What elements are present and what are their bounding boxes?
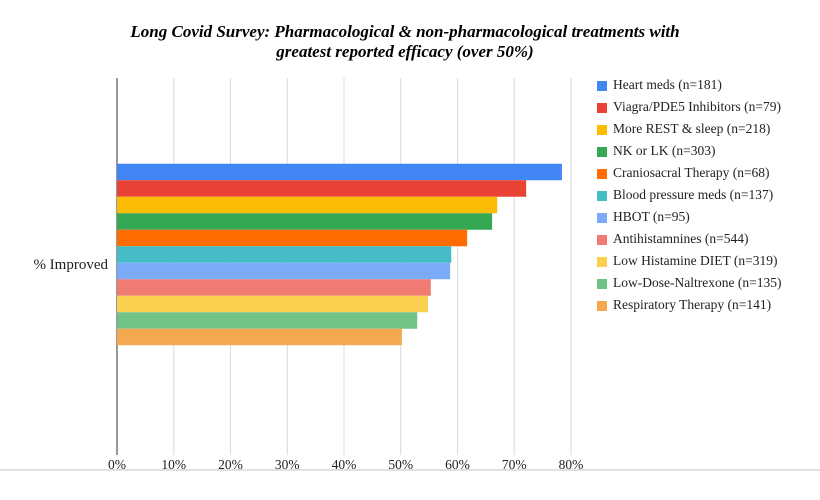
bar	[117, 163, 562, 181]
x-tick-label: 80%	[559, 457, 584, 472]
legend-label: Low Histamine DIET (n=319)	[613, 253, 777, 268]
legend-label: Antihistamnines (n=544)	[613, 231, 748, 246]
legend-label: Respiratory Therapy (n=141)	[613, 297, 771, 312]
legend-label: Craniosacral Therapy (n=68)	[613, 165, 770, 180]
x-tick-label: 60%	[445, 457, 470, 472]
bar	[117, 262, 451, 280]
legend-swatch	[597, 301, 607, 311]
x-tick-label: 10%	[161, 457, 186, 472]
bar	[117, 328, 402, 346]
bar	[117, 295, 428, 313]
legend-swatch	[597, 169, 607, 179]
x-tick-label: 50%	[388, 457, 413, 472]
legend-label: HBOT (n=95)	[613, 209, 690, 224]
legend-swatch	[597, 213, 607, 223]
legend-swatch	[597, 81, 607, 91]
x-tick-label: 40%	[332, 457, 357, 472]
legend-swatch	[597, 191, 607, 201]
legend-label: Blood pressure meds (n=137)	[613, 187, 773, 202]
bar	[117, 246, 452, 263]
legend-swatch	[597, 257, 607, 267]
legend-label: Heart meds (n=181)	[613, 77, 722, 92]
legend-swatch	[597, 103, 607, 113]
bar	[117, 196, 498, 214]
bar	[117, 279, 431, 296]
legend-label: Viagra/PDE5 Inhibitors (n=79)	[613, 99, 781, 114]
bar	[117, 213, 493, 230]
legend-label: More REST & sleep (n=218)	[613, 121, 770, 136]
y-tick-label: % Improved	[33, 257, 108, 273]
x-tick-label: 30%	[275, 457, 300, 472]
bar	[117, 229, 468, 247]
bar	[117, 312, 418, 329]
legend-swatch	[597, 279, 607, 289]
bar	[117, 180, 527, 197]
x-tick-label: 20%	[218, 457, 243, 472]
legend-label: Low-Dose-Naltrexone (n=135)	[613, 275, 781, 290]
legend-swatch	[597, 125, 607, 135]
x-tick-label: 0%	[108, 457, 126, 472]
legend-swatch	[597, 235, 607, 245]
legend-swatch	[597, 147, 607, 157]
legend-label: NK or LK (n=303)	[613, 143, 715, 158]
chart-title: Long Covid Survey: Pharmacological & non…	[130, 22, 680, 61]
x-tick-label: 70%	[502, 457, 527, 472]
